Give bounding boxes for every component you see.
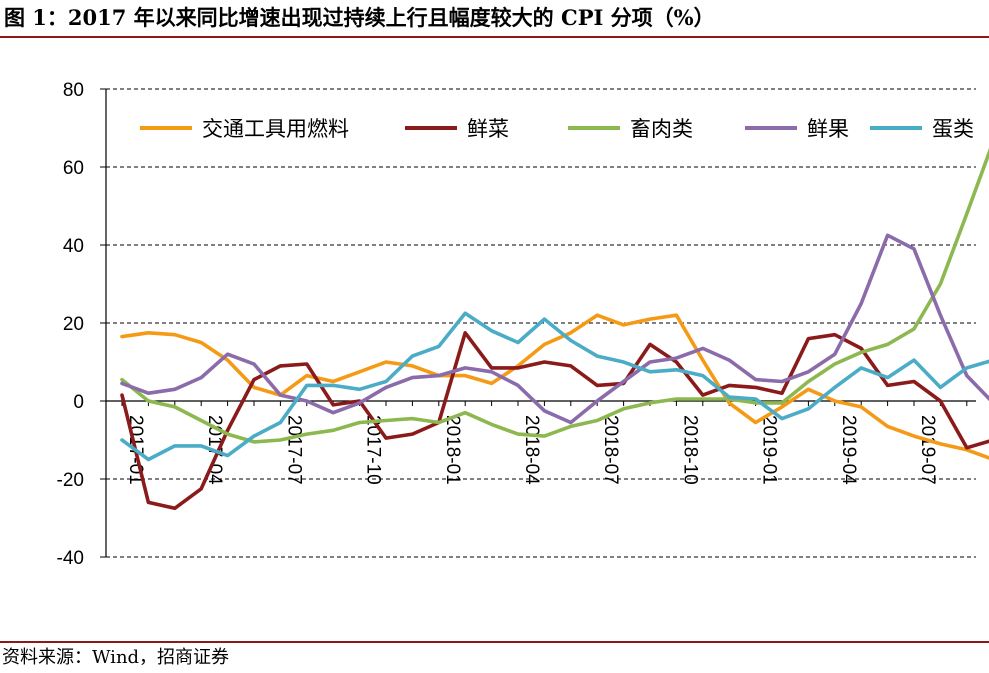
y-tick-label: 0 xyxy=(73,392,84,413)
legend-label: 鲜菜 xyxy=(467,117,509,141)
x-tick-label: 2018-04 xyxy=(521,415,542,485)
y-axis-ticks: -40 -20 0 20 40 60 80 xyxy=(57,80,106,569)
x-tick-label: 2017-10 xyxy=(363,415,384,485)
series-line-1 xyxy=(120,313,989,460)
series-line-3 xyxy=(120,147,989,444)
legend: 交通工具用燃料 鲜菜 畜肉类 鲜果 蛋类 xyxy=(140,117,974,141)
y-tick-label: 80 xyxy=(63,80,84,101)
title-rule xyxy=(0,36,989,38)
series-lines xyxy=(120,147,989,511)
y-tick-label: 40 xyxy=(63,236,84,257)
y-tick-label: -40 xyxy=(57,548,84,569)
legend-label: 畜肉类 xyxy=(630,117,693,141)
x-tick-label: 2018-07 xyxy=(600,415,621,485)
y-tick-label: 20 xyxy=(63,314,84,335)
legend-label: 交通工具用燃料 xyxy=(202,117,349,141)
legend-label: 鲜果 xyxy=(807,117,849,141)
series-line-2 xyxy=(120,330,989,511)
source-note: 资料来源：Wind，招商证券 xyxy=(2,647,230,668)
x-tick-label: 2018-10 xyxy=(679,415,700,485)
series-line-5 xyxy=(120,311,989,462)
legend-label: 蛋类 xyxy=(932,117,974,141)
x-tick-label: 2017-07 xyxy=(283,415,304,485)
x-tick-label: 2019-07 xyxy=(917,415,938,485)
figure-title: 图 1：2017 年以来同比增速出现过持续上行且幅度较大的 CPI 分项（%） xyxy=(4,5,715,30)
source-rule xyxy=(0,641,989,643)
x-tick-label: 2018-01 xyxy=(442,415,463,485)
series-line-4 xyxy=(120,233,989,425)
x-tick-label: 2019-04 xyxy=(838,415,859,485)
x-tick-label: 2019-01 xyxy=(759,415,780,485)
y-tick-label: 60 xyxy=(63,158,84,179)
y-tick-label: -20 xyxy=(57,470,84,491)
